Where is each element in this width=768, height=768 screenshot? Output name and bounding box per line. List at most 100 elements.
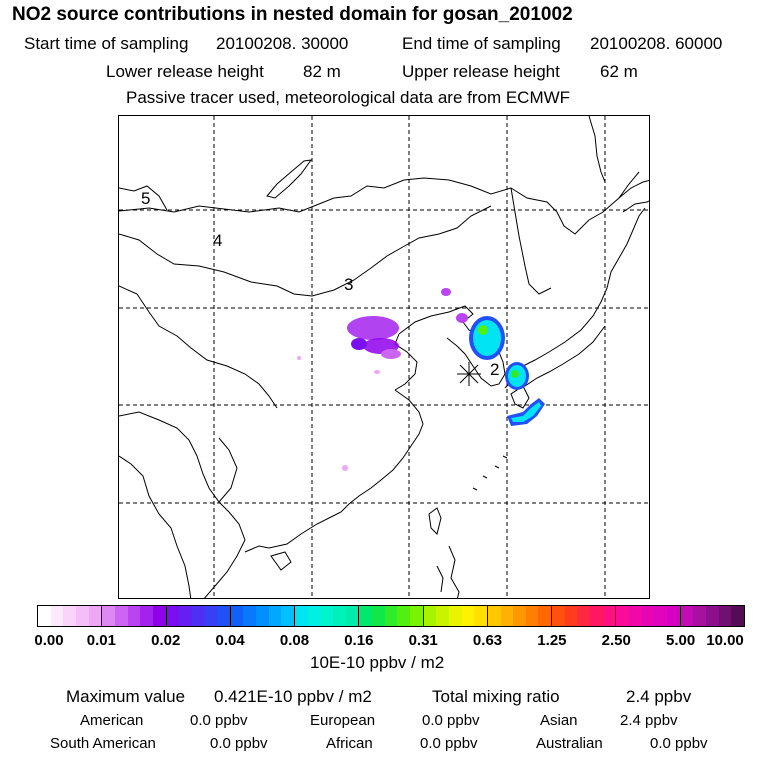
colorbar-swatch xyxy=(230,606,244,626)
colorbar-swatch xyxy=(718,606,732,626)
colorbar-segment xyxy=(487,606,553,626)
lower-release-value: 82 m xyxy=(303,62,341,81)
colorbar-swatch xyxy=(256,606,269,626)
colorbar-swatch xyxy=(140,606,153,626)
colorbar-swatch xyxy=(705,606,719,626)
end-time-label: End time of sampling xyxy=(402,34,561,53)
colorbar-swatch xyxy=(114,606,128,626)
colorbar-segment xyxy=(680,606,744,626)
colorbar-swatch xyxy=(320,606,334,626)
colorbar-tick-label: 5.00 xyxy=(666,632,696,649)
colorbar-swatch xyxy=(654,606,668,626)
colorbar-swatch xyxy=(204,606,218,626)
region-label-3: 3 xyxy=(344,275,353,294)
region-name-asian: Asian xyxy=(540,712,578,729)
colorbar-swatch xyxy=(590,606,603,626)
colorbar-segment xyxy=(359,606,424,626)
colorbar-tick-label: 0.00 xyxy=(34,632,64,649)
concentration-plumes xyxy=(297,288,545,471)
colorbar-segment xyxy=(423,606,488,626)
region-name-south-american: South American xyxy=(50,735,156,752)
map-canvas: 5 4 3 2 xyxy=(119,116,649,598)
colorbar-swatch xyxy=(577,606,591,626)
colorbar-swatch xyxy=(731,606,744,626)
colorbar-tick-label: 0.04 xyxy=(215,632,245,649)
colorbar-swatch xyxy=(641,606,655,626)
region-label-5: 5 xyxy=(141,189,150,208)
region-label-2: 2 xyxy=(490,360,499,379)
colorbar-swatch xyxy=(448,606,462,626)
colorbar-swatch xyxy=(487,606,501,626)
colorbar-tick-label: 10.00 xyxy=(706,632,744,649)
map-grid xyxy=(119,116,649,598)
colorbar-swatch xyxy=(345,606,359,626)
colorbar-tick-label: 2.50 xyxy=(601,632,631,649)
receptor-marker-icon xyxy=(457,362,481,386)
lower-release-label: Lower release height xyxy=(106,62,264,81)
colorbar-swatch xyxy=(525,606,539,626)
colorbar-tick-label: 0.63 xyxy=(472,632,503,649)
total-mixing-label: Total mixing ratio xyxy=(432,687,560,706)
colorbar-segment xyxy=(166,606,231,626)
colorbar-swatch xyxy=(75,606,89,626)
plot-title: NO2 source contributions in nested domai… xyxy=(12,4,573,25)
colorbar-swatch xyxy=(693,606,706,626)
start-time-label: Start time of sampling xyxy=(24,34,189,53)
region-value-asian: 2.4 ppbv xyxy=(620,712,678,729)
colorbar-swatch xyxy=(371,606,385,626)
colorbar-swatch xyxy=(384,606,398,626)
region-value-south-american: 0.0 ppbv xyxy=(210,735,268,752)
colorbar-swatch xyxy=(217,606,230,626)
colorbar-swatch xyxy=(333,606,346,626)
colorbar-swatch xyxy=(268,606,282,626)
region-value-african: 0.0 ppbv xyxy=(420,735,478,752)
colorbar-tick-label: 0.31 xyxy=(408,632,438,649)
start-time-value: 20100208. 30000 xyxy=(216,34,349,53)
colorbar-swatch xyxy=(243,606,257,626)
upper-release-value: 62 m xyxy=(600,62,638,81)
colorbar-swatch xyxy=(281,606,295,626)
colorbar-swatch xyxy=(461,606,475,626)
colorbar-swatch xyxy=(88,606,102,626)
colorbar-swatch xyxy=(102,606,115,626)
colorbar-swatch xyxy=(602,606,616,626)
colorbar-swatch xyxy=(50,606,64,626)
region-name-australian: Australian xyxy=(536,735,603,752)
colorbar-swatch xyxy=(152,606,166,626)
colorbar-swatch xyxy=(513,606,526,626)
colorbar-swatch xyxy=(63,606,76,626)
region-label-4: 4 xyxy=(213,231,222,250)
map-panel: 5 4 3 2 xyxy=(118,115,650,599)
colorbar-swatch xyxy=(616,606,630,626)
colorbar-tick-label: 1.25 xyxy=(537,632,567,649)
colorbar-swatch xyxy=(538,606,552,626)
colorbar xyxy=(37,605,745,627)
colorbar-swatch xyxy=(295,606,308,626)
colorbar-swatch xyxy=(409,606,423,626)
colorbar-tick-label: 0.01 xyxy=(86,632,116,649)
region-name-european: European xyxy=(310,712,376,729)
max-value: 0.421E-10 ppbv / m2 xyxy=(214,687,372,706)
colorbar-swatch xyxy=(552,606,565,626)
total-mixing-value: 2.4 ppbv xyxy=(626,687,692,706)
colorbar-swatch xyxy=(680,606,694,626)
upper-release-label: Upper release height xyxy=(402,62,560,81)
colorbar-tick-label: 0.08 xyxy=(279,632,310,649)
colorbar-segment xyxy=(616,606,681,626)
colorbar-swatch xyxy=(127,606,141,626)
colorbar-swatch xyxy=(667,606,680,626)
colorbar-swatch xyxy=(423,606,437,626)
max-value-label: Maximum value xyxy=(66,687,186,706)
colorbar-swatch xyxy=(38,606,51,626)
colorbar-unit: 10E-10 ppbv / m2 xyxy=(310,653,445,672)
colorbar-tick-label: 0.02 xyxy=(151,632,181,649)
colorbar-segment xyxy=(230,606,296,626)
region-name-african: African xyxy=(326,735,373,752)
colorbar-swatch xyxy=(500,606,514,626)
region-value-european: 0.0 ppbv xyxy=(422,712,480,729)
tracer-note: Passive tracer used, meteorological data… xyxy=(126,88,571,107)
colorbar-swatch xyxy=(307,606,321,626)
region-value-american: 0.0 ppbv xyxy=(190,712,248,729)
region-name-american: American xyxy=(80,712,144,729)
colorbar-swatch xyxy=(397,606,410,626)
